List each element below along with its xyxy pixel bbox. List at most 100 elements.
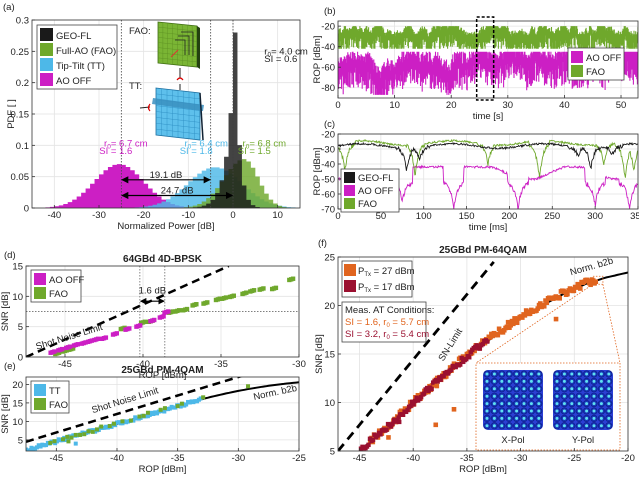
data-point-fao xyxy=(70,346,76,351)
legend-label: GEO-FL xyxy=(358,173,393,184)
r0-annotation: r0= 6.7 cm xyxy=(104,139,148,151)
data-point-ptx27 xyxy=(541,303,547,309)
constellation-point-core xyxy=(585,424,589,428)
constellation-point-core xyxy=(507,379,511,383)
y-tick-label: 0.2 xyxy=(16,78,29,89)
plot-area xyxy=(26,377,299,451)
data-point-ptx27 xyxy=(398,408,404,414)
x-axis-label: ROP [dBm] xyxy=(459,464,507,475)
data-point-aooff xyxy=(75,342,80,347)
constellation-point-core xyxy=(562,409,566,413)
data-point-ptx17 xyxy=(429,386,434,392)
constellation-bg xyxy=(553,370,613,430)
data-point-ptx27 xyxy=(495,332,501,338)
legend-swatch xyxy=(34,287,46,299)
x-tick-label: -40 xyxy=(136,359,150,370)
data-point-aooff xyxy=(52,349,57,354)
data-point-ptx27 xyxy=(433,422,439,428)
legend-label: AO OFF xyxy=(586,53,622,64)
trace-fao xyxy=(338,138,638,178)
data-point-ptx17 xyxy=(370,437,376,443)
panel-b: 0 10 20 30 40 50 -80 -60 -40 -20 time [s] ROP [dBm]… xyxy=(312,6,639,122)
condition-line: SI = 1.6, r0 = 5.7 cm xyxy=(345,317,429,329)
fao-grid-line xyxy=(157,47,198,52)
data-point-fao xyxy=(61,437,66,442)
constellation-point-core xyxy=(522,402,526,406)
constellation-point-core xyxy=(562,402,566,406)
data-point-ptx27 xyxy=(507,325,512,331)
legend-label: FAO xyxy=(49,400,68,411)
y-tick-label: 0.1 xyxy=(16,141,29,152)
data-point-ptx27 xyxy=(451,406,457,412)
data-point-ptx27 xyxy=(509,318,515,324)
y-tick-label: 15 xyxy=(12,398,23,409)
tt-mirror-edge xyxy=(199,92,204,141)
y-axis-label: ROP [dBm] xyxy=(312,36,323,84)
constellation-point-core xyxy=(515,379,519,383)
data-point-fao xyxy=(273,285,279,291)
data-point-fao xyxy=(231,293,236,298)
data-point-tt xyxy=(131,418,136,423)
y-tick-label: 10 xyxy=(324,398,335,409)
constellation-point-core xyxy=(570,402,574,406)
fao-grid-line xyxy=(157,52,198,57)
data-point-ptx27 xyxy=(553,316,559,322)
data-point-tt xyxy=(34,445,39,450)
chart-title: 25GBd PM-4QAM xyxy=(121,365,203,376)
constellation-point-core xyxy=(585,372,589,376)
inset-label-tt: TT: xyxy=(129,81,142,92)
y-tick-label: 0.25 xyxy=(11,47,30,58)
data-point-ptx17 xyxy=(474,343,479,348)
legend-label: FAO xyxy=(49,289,68,300)
panel-c: 0 50 100 150 200 250 300 350 -70 -60 -50 -40 -30 -20 t… xyxy=(312,119,639,233)
constellation-point-core xyxy=(562,416,566,420)
axes-frame xyxy=(337,133,639,210)
constellation-point-core xyxy=(522,387,526,391)
data-point-fao xyxy=(137,414,142,419)
x-tick-label: 10 xyxy=(272,210,283,221)
data-point-ptx27 xyxy=(504,324,510,330)
constellation-point-core xyxy=(529,402,533,406)
data-point-fao xyxy=(90,429,95,434)
x-tick-label: 100 xyxy=(416,211,432,222)
x-tick-label: -20 xyxy=(621,453,635,464)
tt-grid-line xyxy=(155,111,201,117)
data-point-ptx17 xyxy=(411,402,416,407)
constellation-point-core xyxy=(492,416,496,420)
constellation-point-core xyxy=(492,394,496,398)
data-point-ptx27 xyxy=(578,286,583,291)
x-tick-label: 250 xyxy=(544,211,560,222)
data-point-ptx27 xyxy=(588,282,593,288)
constellation-point-core xyxy=(562,379,566,383)
constellation-point-core xyxy=(592,409,596,413)
si-annotation: SI = 1.5 xyxy=(238,146,271,157)
x-tick-label: 30 xyxy=(503,100,514,111)
x-axis-label: Normalized Power [dB] xyxy=(117,221,214,232)
fao-mirror-edge xyxy=(197,26,200,69)
x-tick-label: -30 xyxy=(231,453,245,464)
y-axis-label: SNR [dB] xyxy=(314,334,325,374)
data-point-fao xyxy=(56,350,62,355)
constellation-point-core xyxy=(507,394,511,398)
constellation-point-core xyxy=(492,424,496,428)
constellation-point-core xyxy=(500,416,504,420)
constellation-point-core xyxy=(599,387,603,391)
y-axis-label: SNR [dB] xyxy=(0,292,11,332)
constellation-point-core xyxy=(555,409,559,413)
r0-annotation: r0= 4.0 cm xyxy=(264,46,308,58)
data-point-ptx17 xyxy=(405,407,410,413)
legend-label: TT xyxy=(49,386,61,397)
y-tick-label: -80 xyxy=(321,83,335,94)
x-tick-label: -35 xyxy=(460,453,474,464)
constellation-point-core xyxy=(577,379,581,383)
data-point-fao xyxy=(64,348,70,353)
x-tick-label: -30 xyxy=(92,210,106,221)
data-point-ptx17 xyxy=(421,391,427,396)
data-point-ptx27 xyxy=(544,300,550,305)
y-tick-label: 10 xyxy=(12,292,23,303)
data-point-ptx27 xyxy=(496,326,502,332)
legend-label: AO OFF xyxy=(49,275,85,286)
inset-label-fao: FAO: xyxy=(129,26,151,37)
si-annotation: SI = 1.8 xyxy=(180,146,213,157)
panel-label: (b) xyxy=(324,6,336,17)
